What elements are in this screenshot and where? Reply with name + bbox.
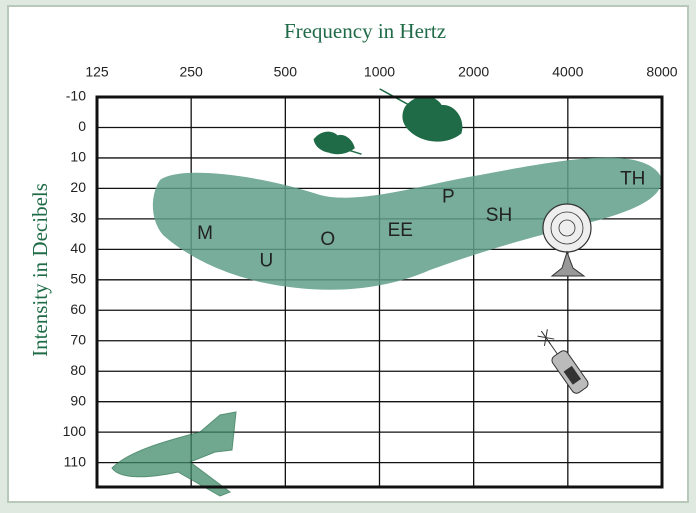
chart: Frequency in Hertz Intensity in Decibels… bbox=[0, 0, 696, 508]
x-tick-label: 125 bbox=[85, 64, 109, 80]
y-tick-label: 90 bbox=[70, 392, 86, 408]
x-tick-label: 8000 bbox=[646, 64, 677, 80]
phoneme-label: U bbox=[260, 251, 274, 272]
phoneme-label: TH bbox=[620, 168, 645, 189]
phoneme-label: SH bbox=[486, 205, 512, 226]
y-tick-label: 40 bbox=[70, 240, 86, 256]
x-tick-label: 1000 bbox=[364, 64, 395, 80]
phoneme-label: P bbox=[442, 187, 455, 208]
x-tick-label: 2000 bbox=[458, 64, 489, 80]
y-tick-label: 0 bbox=[78, 118, 86, 134]
y-tick-label: 80 bbox=[70, 362, 86, 378]
y-tick-label: 30 bbox=[70, 210, 86, 226]
y-tick-label: -10 bbox=[66, 88, 86, 104]
phoneme-label: EE bbox=[388, 220, 413, 241]
x-tick-label: 250 bbox=[179, 64, 203, 80]
y-tick-label: 50 bbox=[70, 271, 86, 287]
chart-title: Frequency in Hertz bbox=[284, 19, 446, 43]
x-tick-label: 4000 bbox=[552, 64, 583, 80]
y-tick-label: 10 bbox=[70, 149, 86, 165]
y-tick-label: 110 bbox=[64, 453, 87, 469]
y-axis-label: Intensity in Decibels bbox=[28, 183, 52, 357]
y-tick-label: 60 bbox=[70, 301, 86, 317]
y-tick-label: 100 bbox=[63, 423, 87, 439]
phoneme-label: M bbox=[197, 223, 213, 244]
phoneme-label: O bbox=[320, 229, 335, 250]
x-tick-label: 500 bbox=[274, 64, 298, 80]
y-tick-label: 70 bbox=[70, 331, 86, 347]
y-tick-label: 20 bbox=[70, 179, 86, 195]
